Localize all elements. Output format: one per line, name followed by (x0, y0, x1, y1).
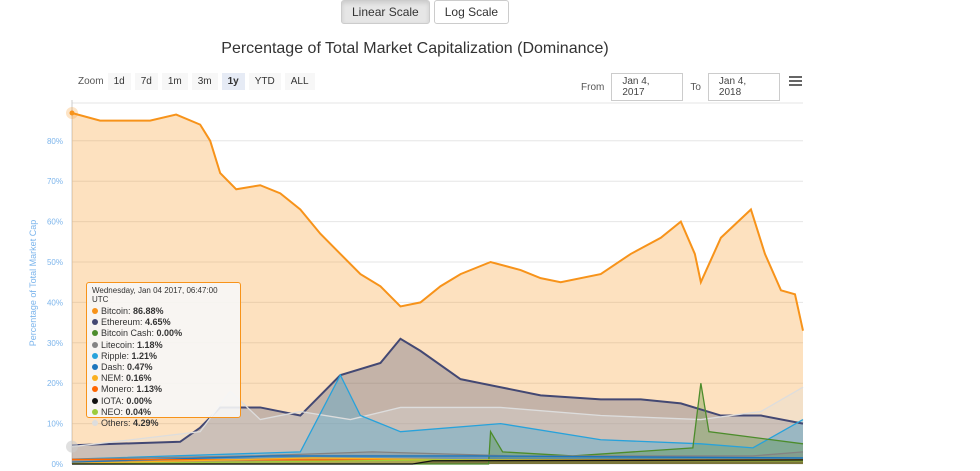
series-dot-icon (92, 341, 98, 348)
series-value: 1.21% (131, 350, 158, 361)
series-dot-icon (92, 397, 98, 404)
series-name: NEO (101, 406, 121, 417)
from-date-input[interactable]: Jan 4, 2017 (611, 73, 684, 101)
series-name: Dash (101, 362, 123, 373)
y-axis-title: Percentage of Total Market Cap (28, 220, 38, 346)
y-tick-label: 50% (47, 258, 63, 267)
series-value: 0.16% (126, 373, 152, 384)
tooltip-row: Others: 4.29% (92, 418, 235, 429)
zoom-1d[interactable]: 1d (107, 73, 131, 90)
y-tick-label: 0% (51, 460, 63, 469)
series-name: Ripple (101, 350, 127, 361)
tooltip-row: NEM: 0.16% (92, 373, 235, 384)
series-name: Litecoin (101, 339, 133, 350)
area-others (72, 387, 803, 464)
y-tick-label: 10% (47, 420, 63, 429)
series-dot-icon (92, 420, 98, 427)
series-dot-icon (92, 319, 98, 326)
tooltip: Wednesday, Jan 04 2017, 06:47:00 UTC Bit… (86, 282, 241, 428)
y-tick-label: 30% (47, 339, 63, 348)
series-name: Ethereum (101, 317, 141, 328)
area-bitcoin (72, 113, 803, 465)
series-dot-icon (92, 386, 98, 393)
series-name: Bitcoin (101, 306, 129, 316)
zoom-7d[interactable]: 7d (134, 73, 158, 90)
zoom-ytd[interactable]: YTD (248, 73, 281, 90)
area-ethereum (72, 338, 803, 464)
y-tick-label: 80% (47, 137, 63, 146)
zoom-1y[interactable]: 1y (221, 73, 245, 90)
line-bitcoin (71, 112, 804, 331)
series-dot-icon (92, 330, 98, 337)
tooltip-row: Ethereum: 4.65% (92, 317, 235, 328)
tooltip-row: Ripple: 1.21% (92, 351, 235, 362)
y-tick-label: 40% (47, 298, 63, 307)
series-name: Bitcoin Cash (101, 328, 152, 339)
zoom-label: Zoom (78, 76, 104, 87)
series-value: 4.29% (133, 418, 159, 429)
series-value: 0.00% (156, 328, 183, 339)
series-name: Monero (101, 384, 132, 395)
from-label: From (581, 81, 605, 93)
line-ripple (71, 373, 804, 460)
series-value: 0.04% (125, 406, 152, 417)
tooltip-row: IOTA: 0.00% (92, 396, 235, 407)
hover-point (69, 110, 75, 116)
series-dot-icon (92, 408, 98, 415)
y-tick-label: 60% (47, 218, 63, 227)
series-dot-icon (92, 352, 98, 359)
log-scale-button[interactable]: Log Scale (433, 0, 510, 24)
line-iota (72, 459, 804, 465)
linear-scale-button[interactable]: Linear Scale (341, 0, 430, 24)
series-value: 4.65% (145, 317, 171, 328)
y-tick-label: 20% (47, 379, 63, 388)
tooltip-row: Dash: 0.47% (92, 362, 235, 373)
chart-title: Percentage of Total Market Capitalizatio… (221, 40, 609, 57)
series-value: 0.47% (127, 362, 153, 373)
area-ripple (72, 375, 803, 464)
to-label: To (690, 81, 701, 93)
to-date-input[interactable]: Jan 4, 2018 (707, 73, 780, 101)
series-name: Others (101, 418, 129, 429)
tooltip-row: Bitcoin Cash: 0.00% (92, 328, 235, 339)
zoom-3m[interactable]: 3m (191, 73, 218, 90)
y-tick-label: 70% (47, 177, 63, 186)
zoom-1m[interactable]: 1m (161, 73, 188, 90)
tooltip-row: NEO: 0.04% (92, 407, 235, 418)
series-dot-icon (92, 364, 98, 371)
series-value: 0.00% (126, 395, 152, 406)
series-value: 86.88% (133, 306, 164, 316)
tooltip-row: Bitcoin: 86.88% (92, 306, 235, 317)
series-dot-icon (92, 308, 98, 314)
series-name: NEM (101, 373, 121, 384)
date-range: From Jan 4, 2017 To Jan 4, 2018 (581, 73, 780, 101)
hover-halo (66, 440, 78, 453)
series-name: IOTA (101, 395, 122, 406)
tooltip-header: Wednesday, Jan 04 2017, 06:47:00 UTC (92, 286, 218, 304)
zoom-selector: Zoom 1d 7d 1m 3m 1y YTD ALL (78, 73, 315, 90)
series-dot-icon (92, 375, 98, 382)
series-value: 1.18% (137, 339, 163, 350)
tooltip-row: Litecoin: 1.18% (92, 340, 235, 351)
series-value: 1.13% (136, 384, 163, 395)
hamburger-menu-icon[interactable] (789, 76, 802, 88)
zoom-all[interactable]: ALL (284, 73, 315, 90)
tooltip-row: Monero: 1.13% (92, 384, 235, 395)
